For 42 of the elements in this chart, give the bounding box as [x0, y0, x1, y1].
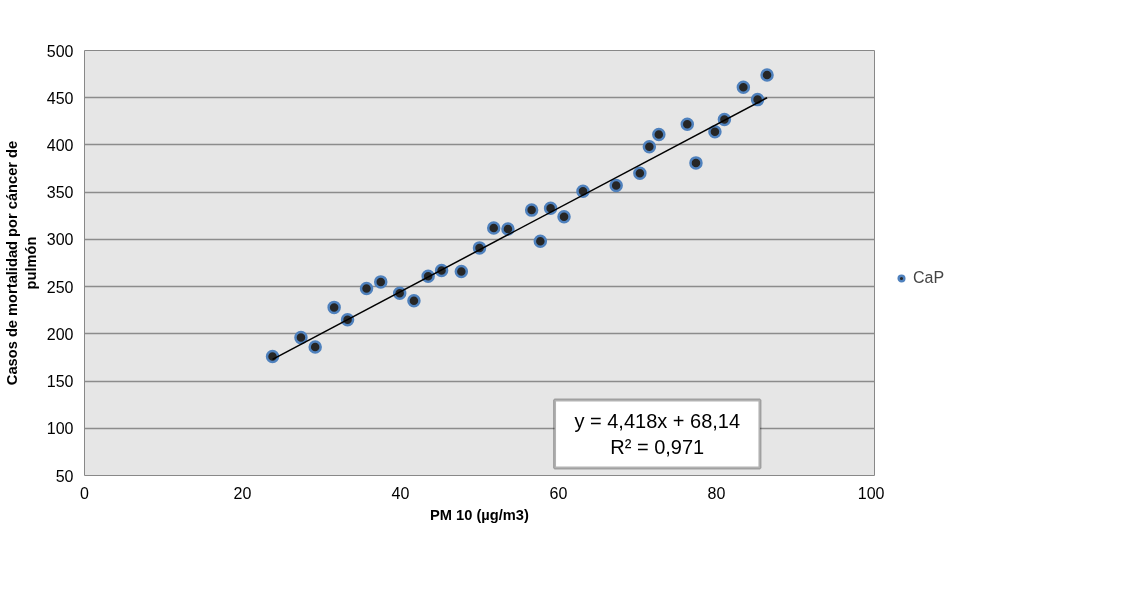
- point: [557, 209, 571, 224]
- point: [327, 300, 341, 315]
- x-tick-label: 60: [549, 484, 568, 502]
- y-axis-title: Casos de mortalidad por cáncer de pulmón: [3, 140, 39, 386]
- y-tick-label: 250: [46, 278, 74, 296]
- point: [454, 264, 469, 279]
- y-tick-label: 350: [46, 184, 74, 202]
- point: [680, 117, 695, 131]
- point: [708, 124, 722, 139]
- y-tick-label: 500: [46, 42, 74, 60]
- y-tick-label: 100: [46, 420, 74, 438]
- x-tick-label: 0: [80, 484, 90, 502]
- point: [294, 330, 308, 345]
- point: [760, 68, 774, 82]
- y-tick-label: 450: [46, 89, 74, 107]
- point: [609, 178, 623, 193]
- point: [533, 234, 548, 249]
- y-tick-label: 200: [46, 325, 74, 343]
- x-tick-label: 20: [233, 484, 252, 502]
- point: [652, 127, 666, 142]
- annotation: R² = 0,971: [610, 436, 705, 459]
- legend-label: CaP: [913, 268, 945, 287]
- point: [633, 166, 647, 181]
- point: [359, 281, 374, 296]
- point: [642, 140, 657, 154]
- point: [407, 294, 421, 308]
- x-tick-label: 80: [707, 484, 726, 502]
- annotation: y = 4,418x + 68,14: [574, 409, 741, 432]
- point: [486, 221, 501, 235]
- point: [689, 156, 703, 170]
- x-tick-label: 40: [391, 484, 410, 502]
- y-tick-label: 300: [46, 231, 74, 249]
- x-axis-title: PM 10 (µg/m3): [430, 506, 530, 523]
- point: [524, 203, 539, 217]
- x-tick-label: 100: [857, 484, 885, 502]
- y-tick-label: 150: [46, 373, 74, 391]
- point: [501, 222, 515, 236]
- point: [374, 275, 388, 289]
- point: [736, 80, 751, 95]
- y-tick-label: 50: [55, 467, 74, 485]
- y-tick-label: 400: [46, 136, 74, 154]
- point: [308, 340, 322, 354]
